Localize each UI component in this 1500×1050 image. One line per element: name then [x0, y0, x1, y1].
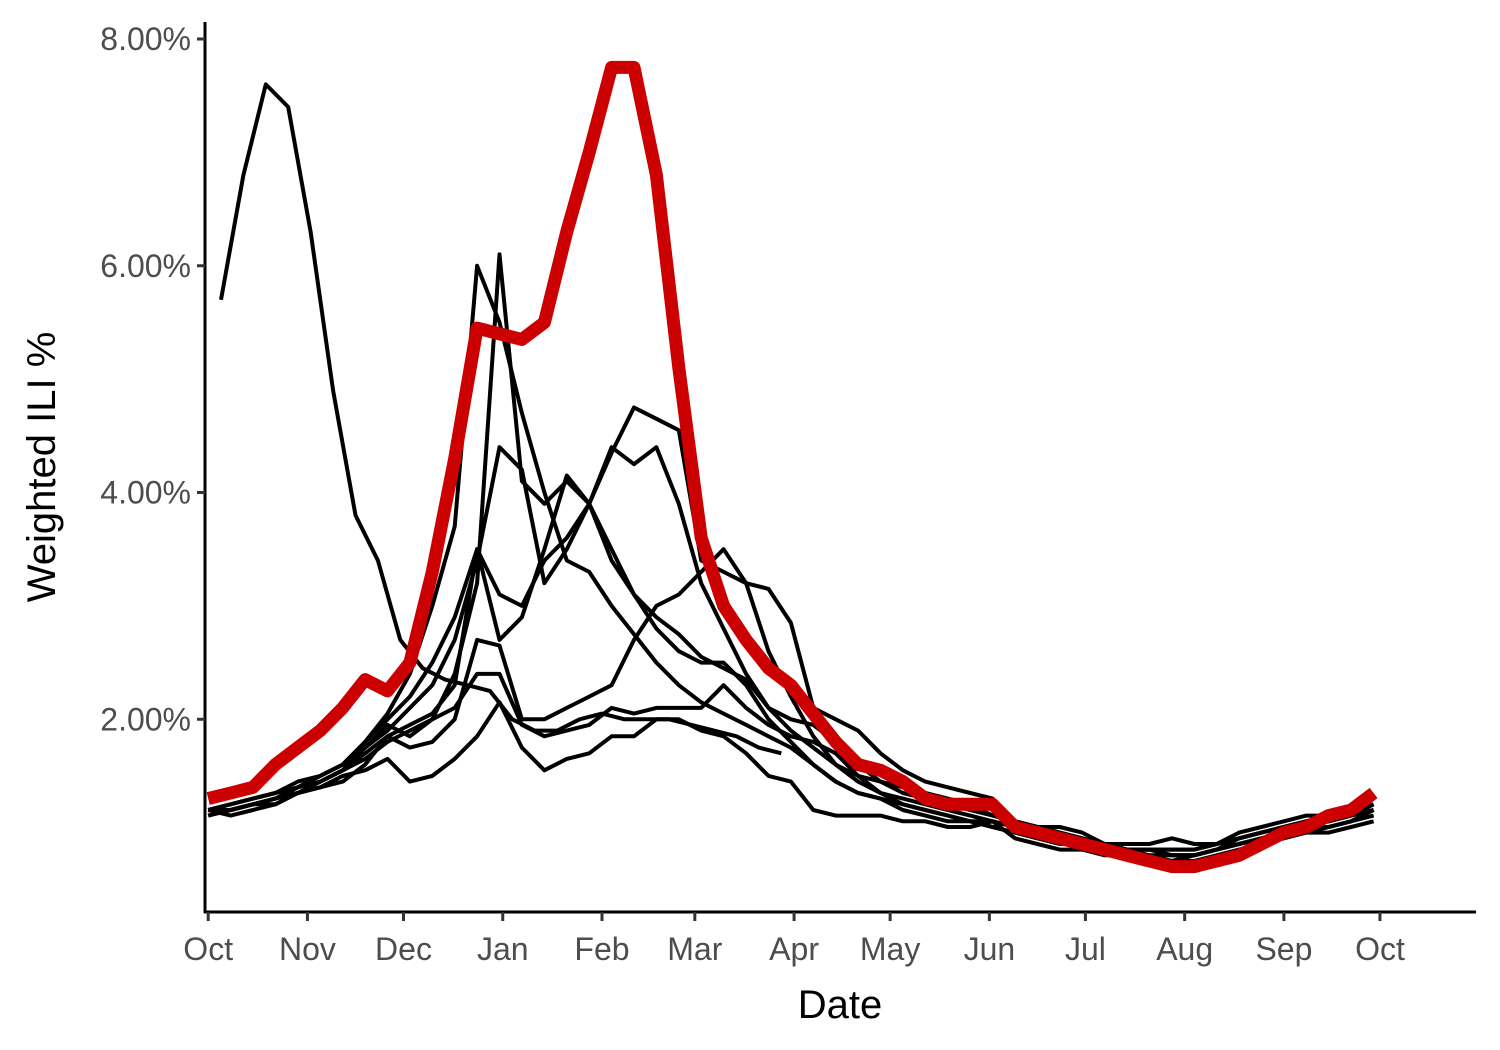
season-line-4: [207, 405, 1375, 846]
x-tick-label: Feb: [574, 931, 629, 967]
season-line-5: [208, 473, 1375, 858]
x-tick-label: Sep: [1255, 931, 1312, 967]
y-tick-label: 2.00%: [100, 701, 191, 737]
x-tick-label: Aug: [1156, 931, 1213, 967]
x-tick-label: May: [860, 931, 920, 967]
x-tick-label: Dec: [375, 931, 432, 967]
y-tick-label: 6.00%: [100, 248, 191, 284]
y-axis-title: Weighted ILI %: [20, 332, 64, 603]
x-tick-label: Oct: [1355, 931, 1405, 967]
x-tick-label: Nov: [279, 931, 336, 967]
x-axis-ticks: Oct Nov Dec Jan Feb Mar Apr May Jun Jul Aug Sep Oct: [183, 912, 1405, 967]
x-tick-label: Mar: [667, 931, 722, 967]
season-line-3: [207, 445, 1375, 858]
y-tick-label: 4.00%: [100, 475, 191, 511]
x-axis-title: Date: [798, 983, 883, 1027]
x-tick-label: Jan: [477, 931, 529, 967]
x-tick-label: Apr: [769, 931, 819, 967]
x-tick-label: Oct: [183, 931, 233, 967]
y-axis-ticks: 2.00% 4.00% 6.00% 8.00%: [100, 21, 205, 737]
x-tick-label: Jun: [964, 931, 1016, 967]
y-tick-label: 8.00%: [100, 21, 191, 57]
x-tick-label: Jul: [1065, 931, 1106, 967]
season-line-7: [207, 671, 1375, 863]
series-layer: [206, 60, 1378, 874]
season-line-6: [207, 547, 1375, 858]
highlighted-season-line: [206, 60, 1378, 874]
